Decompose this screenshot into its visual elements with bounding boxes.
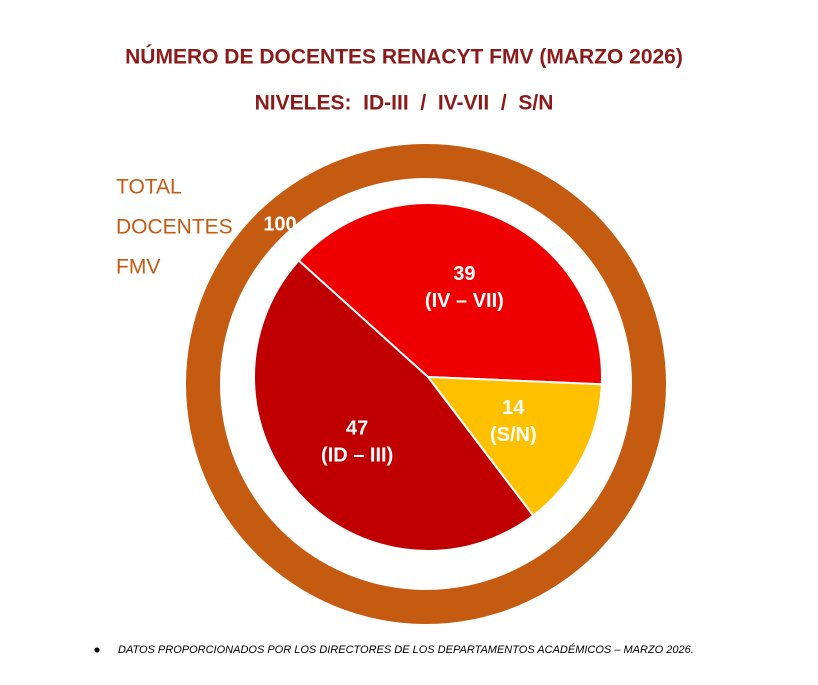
slice-value: 39 [453,263,475,285]
pie-outline [251,200,605,554]
slice-label: (ID – III) [321,444,393,466]
bullet [94,647,100,653]
slice-value: 14 [502,397,525,419]
slice-label: (IV – VII) [425,290,504,312]
chart-subtitle: NIVELES: ID-III / IV-VII / S/N [255,92,554,115]
total-value: 100 [263,213,296,235]
total-label: TOTAL [116,176,182,199]
total-label: DOCENTES [116,216,233,239]
chart-title: NÚMERO DE DOCENTES RENACYT FMV (MARZO 20… [125,45,683,69]
slice-value: 47 [346,417,368,439]
footnote: DATOS PROPORCIONADOS POR LOS DIRECTORES … [118,643,694,656]
slice-label: (S/N) [490,424,537,446]
total-label: FMV [116,256,160,279]
